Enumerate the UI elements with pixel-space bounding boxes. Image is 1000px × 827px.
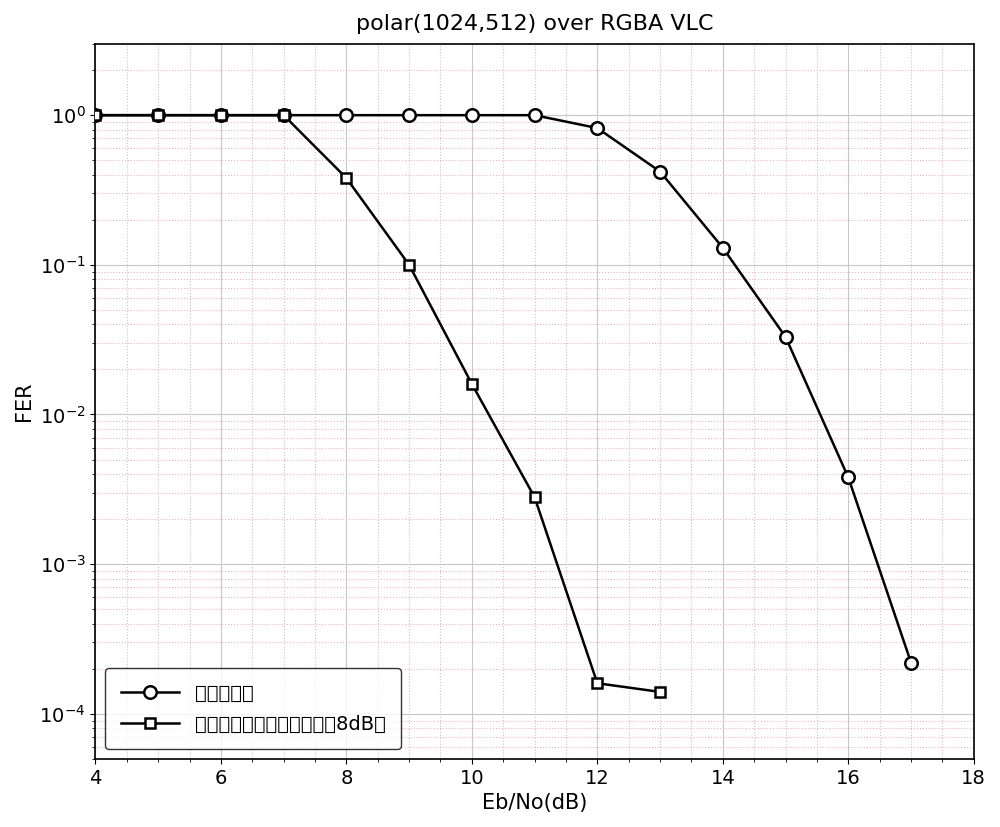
优化极化码（设计信噪比为8dB） <box>654 687 666 697</box>
优化极化码（设计信噪比为8dB） <box>529 492 541 502</box>
优化极化码（设计信噪比为8dB） <box>591 678 603 688</box>
标准极化码 <box>780 332 792 342</box>
Legend: 标准极化码, 优化极化码（设计信噪比为8dB）: 标准极化码, 优化极化码（设计信噪比为8dB） <box>105 668 401 749</box>
标准极化码 <box>591 123 603 133</box>
标准极化码 <box>529 110 541 120</box>
Line: 优化极化码（设计信噪比为8dB）: 优化极化码（设计信噪比为8dB） <box>91 110 665 697</box>
优化极化码（设计信噪比为8dB） <box>152 110 164 120</box>
标准极化码 <box>905 657 917 667</box>
Y-axis label: FER: FER <box>14 381 34 421</box>
标准极化码 <box>89 110 101 120</box>
优化极化码（设计信噪比为8dB） <box>466 379 478 389</box>
标准极化码 <box>278 110 290 120</box>
X-axis label: Eb/No(dB): Eb/No(dB) <box>482 793 587 813</box>
标准极化码 <box>340 110 352 120</box>
标准极化码 <box>717 243 729 253</box>
优化极化码（设计信噪比为8dB） <box>278 110 290 120</box>
标准极化码 <box>842 472 854 482</box>
标准极化码 <box>466 110 478 120</box>
Title: polar(1024,512) over RGBA VLC: polar(1024,512) over RGBA VLC <box>356 14 713 34</box>
标准极化码 <box>654 166 666 176</box>
优化极化码（设计信噪比为8dB） <box>89 110 101 120</box>
优化极化码（设计信噪比为8dB） <box>215 110 227 120</box>
优化极化码（设计信噪比为8dB） <box>340 173 352 183</box>
标准极化码 <box>152 110 164 120</box>
Line: 标准极化码: 标准极化码 <box>89 109 917 669</box>
标准极化码 <box>215 110 227 120</box>
标准极化码 <box>403 110 415 120</box>
优化极化码（设计信噪比为8dB） <box>403 260 415 270</box>
